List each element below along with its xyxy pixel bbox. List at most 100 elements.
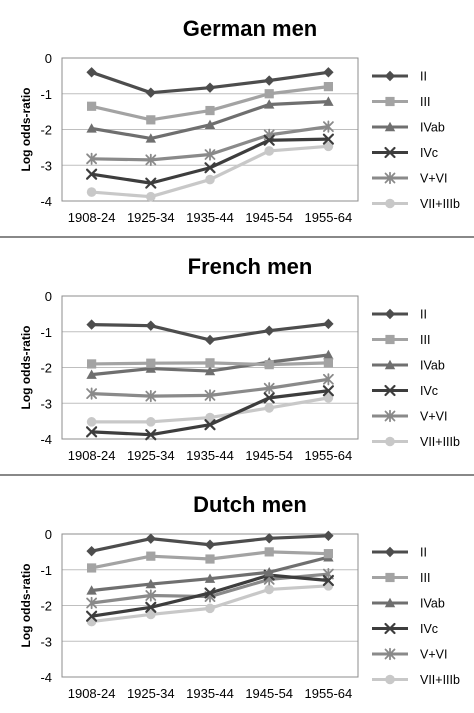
data-point [323, 96, 334, 106]
data-point [204, 389, 216, 402]
legend-label: III [420, 95, 430, 109]
legend-item: III [372, 571, 430, 585]
legend-marker [384, 146, 396, 159]
data-point [86, 67, 97, 78]
data-point [86, 187, 97, 197]
data-point [323, 549, 333, 559]
legend-item: VII+IIIb [372, 673, 460, 687]
legend-marker [385, 674, 395, 685]
y-tick-label: 0 [45, 51, 52, 66]
series-ivab [86, 552, 334, 595]
data-point [323, 530, 334, 541]
data-point [264, 567, 275, 577]
legend-label: IVc [420, 384, 438, 398]
series-iii [87, 547, 333, 573]
data-point [87, 359, 97, 369]
data-point [204, 148, 216, 161]
legend-label: II [420, 308, 427, 322]
legend-item: IVc [372, 146, 438, 160]
data-point [145, 153, 157, 166]
legend-label: VII+IIIb [420, 435, 460, 449]
legend-label: IVab [420, 359, 445, 373]
legend-label: IVc [420, 622, 438, 636]
data-point [323, 318, 334, 330]
chart-panel-dutch: Dutch men 0 -1 -2 -3 -4 1908-24 1925-34 1935-44 1… [0, 476, 474, 713]
chart-german-men: German men 0 -1 -2 -3 -4 1908-24 1925-34 1935-44… [19, 16, 460, 225]
data-point [323, 393, 334, 403]
data-point [264, 584, 275, 595]
data-point [205, 358, 215, 368]
series-iii [87, 358, 333, 370]
x-tick-label: 1935-44 [186, 210, 234, 225]
data-point [322, 373, 334, 386]
data-point [264, 360, 274, 370]
data-point [86, 123, 97, 133]
data-point [86, 417, 97, 427]
series-group [85, 318, 334, 441]
legend-label: V+VI [420, 410, 447, 424]
series-group [85, 530, 334, 627]
legend-marker [385, 198, 395, 209]
chart-title: French men [188, 254, 313, 279]
data-point [85, 610, 98, 622]
data-point [145, 133, 156, 143]
y-axis-label: Log odds-ratio [19, 88, 33, 172]
data-point [264, 325, 275, 336]
legend-label: IVab [420, 121, 445, 135]
data-point [264, 146, 275, 156]
legend-marker [384, 409, 396, 423]
data-point [204, 587, 216, 599]
series-ivc [85, 385, 334, 441]
data-point [322, 574, 334, 587]
data-point [86, 152, 97, 165]
data-point [323, 349, 334, 360]
legend-label: III [420, 571, 430, 585]
legend-label: IVc [420, 146, 438, 160]
legend-marker [385, 436, 395, 447]
y-axis-label: Log odds-ratio [19, 326, 33, 410]
legend-item: V+VI [372, 410, 447, 424]
y-tick-label: -2 [40, 361, 52, 376]
data-point [205, 174, 215, 185]
data-point [86, 369, 97, 379]
series-v-vi [86, 373, 334, 403]
legend-label: III [420, 333, 430, 347]
data-point [204, 82, 216, 93]
data-point [146, 551, 156, 561]
data-point [87, 563, 97, 573]
chart-french-men: French men 0 -1 -2 -3 -4 1908-24 1925-34 1935-44… [19, 254, 460, 463]
x-tick-label: 1908-24 [68, 448, 116, 463]
data-point [86, 585, 97, 595]
x-tick-label: 1925-34 [127, 210, 175, 225]
series-vii-iiib [86, 141, 334, 202]
legend-marker [384, 384, 396, 397]
legend-marker [384, 70, 396, 82]
data-point [86, 387, 97, 400]
data-point [322, 385, 334, 397]
legend-label: II [420, 70, 427, 84]
legend-marker [384, 647, 396, 661]
data-point [322, 120, 334, 133]
data-point [264, 547, 274, 557]
panel-divider [0, 474, 474, 476]
data-point [145, 533, 156, 544]
y-tick-label: 0 [45, 289, 52, 304]
y-tick-label: 0 [45, 527, 52, 542]
y-tick-label: -1 [40, 87, 52, 102]
series-ii [86, 318, 334, 346]
data-point [87, 101, 97, 111]
data-point [145, 429, 157, 441]
x-tick-label: 1955-64 [305, 448, 353, 463]
x-tick-label: 1955-64 [305, 210, 353, 225]
data-point [86, 545, 97, 557]
data-point [146, 115, 156, 125]
legend-label: VII+IIIb [420, 673, 460, 687]
legend-marker [385, 96, 395, 107]
data-point [145, 320, 156, 331]
data-point [264, 75, 275, 86]
data-point [86, 596, 97, 610]
data-point [146, 609, 156, 620]
data-point [146, 358, 156, 368]
legend-marker [384, 121, 396, 132]
